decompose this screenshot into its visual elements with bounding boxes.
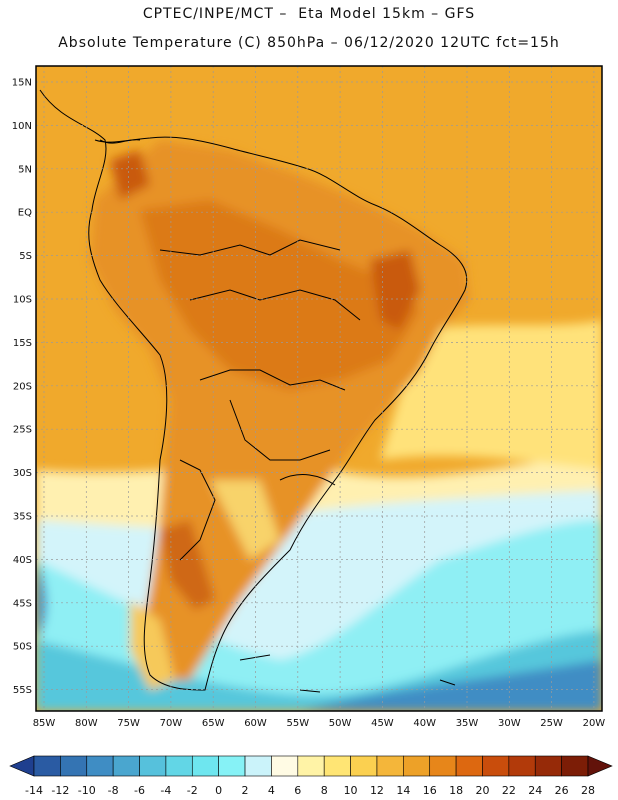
colorbar-label: 20 bbox=[475, 784, 489, 797]
colorbar-swatch bbox=[323, 755, 351, 777]
colorbar-label: 12 bbox=[370, 784, 384, 797]
chart-title-line2: Absolute Temperature (C) 850hPa – 06/12/… bbox=[58, 35, 560, 51]
colorbar-label: -4 bbox=[160, 784, 171, 797]
map-frame bbox=[35, 65, 603, 712]
colorbar-label: 0 bbox=[215, 784, 222, 797]
colorbar-label: 18 bbox=[449, 784, 463, 797]
colorbar-label: 22 bbox=[502, 784, 516, 797]
lat-label: 35S bbox=[13, 512, 32, 523]
colorbar-swatch bbox=[429, 755, 457, 777]
lat-label: 10S bbox=[13, 295, 32, 306]
colorbar-swatch bbox=[350, 755, 378, 777]
graticule bbox=[36, 66, 602, 711]
lon-label: 55W bbox=[286, 718, 309, 729]
colorbar-swatch bbox=[244, 755, 272, 777]
lon-label: 50W bbox=[329, 718, 352, 729]
colorbar-label: -12 bbox=[51, 784, 69, 797]
lat-label: 15N bbox=[12, 78, 32, 89]
colorbar-swatch bbox=[376, 755, 404, 777]
colorbar-label: 26 bbox=[555, 784, 569, 797]
colorbar-swatch bbox=[86, 755, 114, 777]
longitude-labels: 85W 80W 75W 70W 65W 60W 55W 50W 45W 40W 35W 30W 25W 2… bbox=[33, 718, 606, 729]
lon-label: 20W bbox=[583, 718, 606, 729]
lat-label: 20S bbox=[13, 381, 32, 392]
colorbar-label: -14 bbox=[25, 784, 43, 797]
latitude-labels: 15N 10N 5N EQ 5S 10S 15S 20S 25S 30S 35S 40S 45S 50S 5… bbox=[12, 78, 32, 697]
colorbar-swatch bbox=[60, 755, 88, 777]
lat-label: 5S bbox=[19, 251, 32, 262]
colorbar: -14 -12 -10 -8 -6 -4 -2 0 2 4 6 8 10 12 14 16 18 20 22 24 26… bbox=[9, 755, 613, 797]
lat-label: 45S bbox=[13, 598, 32, 609]
colorbar-label: 28 bbox=[581, 784, 595, 797]
lon-label: 40W bbox=[413, 718, 436, 729]
colorbar-label: 4 bbox=[268, 784, 275, 797]
lat-label: 15S bbox=[13, 338, 32, 349]
colorbar-swatch bbox=[455, 755, 483, 777]
lon-label: 35W bbox=[456, 718, 479, 729]
colorbar-swatch bbox=[218, 755, 246, 777]
colorbar-label: -6 bbox=[134, 784, 145, 797]
lat-label: EQ bbox=[18, 208, 32, 219]
colorbar-swatch bbox=[112, 755, 140, 777]
colorbar-low-arrow bbox=[9, 755, 35, 777]
lat-label: 30S bbox=[13, 468, 32, 479]
lat-label: 5N bbox=[18, 164, 32, 175]
lon-label: 80W bbox=[75, 718, 98, 729]
lon-label: 30W bbox=[498, 718, 521, 729]
colorbar-swatch bbox=[482, 755, 510, 777]
lon-label: 45W bbox=[371, 718, 394, 729]
lon-label: 60W bbox=[244, 718, 267, 729]
colorbar-label: -8 bbox=[108, 784, 119, 797]
colorbar-swatch bbox=[403, 755, 431, 777]
colorbar-swatch bbox=[534, 755, 562, 777]
lat-label: 50S bbox=[13, 642, 32, 653]
colorbar-label: 16 bbox=[423, 784, 437, 797]
lon-label: 75W bbox=[117, 718, 140, 729]
lon-label: 70W bbox=[160, 718, 183, 729]
coastline bbox=[39, 89, 468, 693]
colorbar-label: 8 bbox=[321, 784, 328, 797]
colorbar-swatch bbox=[271, 755, 299, 777]
colorbar-swatch bbox=[33, 755, 61, 777]
lon-label: 25W bbox=[540, 718, 563, 729]
temperature-field bbox=[36, 66, 602, 711]
lat-label: 25S bbox=[13, 425, 32, 436]
colorbar-swatch bbox=[139, 755, 167, 777]
lat-label: 40S bbox=[13, 555, 32, 566]
colorbar-swatch bbox=[561, 755, 589, 777]
colorbar-label: -10 bbox=[78, 784, 96, 797]
colorbar-label: 24 bbox=[528, 784, 542, 797]
colorbar-swatch bbox=[297, 755, 325, 777]
colorbar-swatch bbox=[165, 755, 193, 777]
lat-label: 55S bbox=[13, 685, 32, 696]
colorbar-label: 14 bbox=[396, 784, 410, 797]
colorbar-high-arrow bbox=[587, 755, 613, 777]
lat-label: 10N bbox=[12, 121, 32, 132]
colorbar-label: 2 bbox=[242, 784, 249, 797]
colorbar-swatch bbox=[508, 755, 536, 777]
chart-title-line1: CPTEC/INPE/MCT – Eta Model 15km – GFS bbox=[142, 6, 476, 22]
colorbar-label: 10 bbox=[344, 784, 358, 797]
lon-label: 85W bbox=[33, 718, 56, 729]
lon-label: 65W bbox=[202, 718, 225, 729]
colorbar-label: 6 bbox=[294, 784, 301, 797]
colorbar-label: -2 bbox=[187, 784, 198, 797]
colorbar-swatch bbox=[191, 755, 219, 777]
